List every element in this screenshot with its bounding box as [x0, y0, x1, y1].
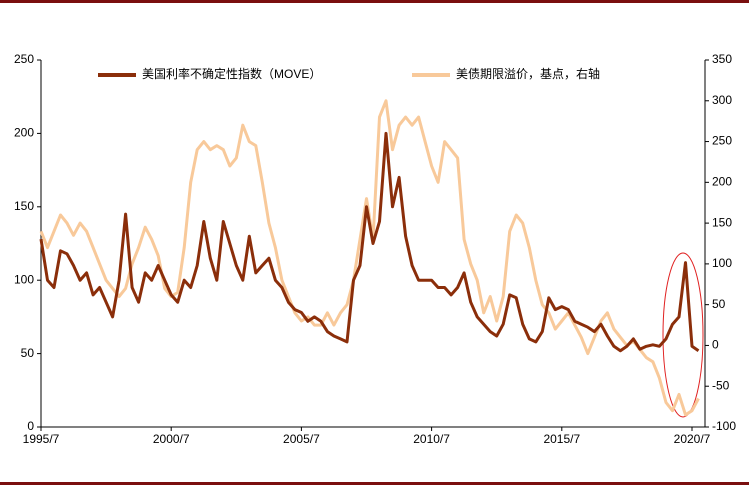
y2-tick-label: 200	[712, 175, 732, 189]
y2-tick-label: -50	[712, 378, 730, 392]
x-tick-label: 2010/7	[413, 432, 450, 446]
highlight-ellipse	[662, 252, 704, 418]
y2-tick-label: 100	[712, 256, 732, 270]
bottom-border	[0, 482, 749, 485]
y2-tick-label: 250	[712, 134, 732, 148]
y2-tick-label: 300	[712, 93, 732, 107]
legend-label: 美国利率不确定性指数（MOVE）	[142, 66, 321, 81]
legend-label: 美债期限溢价，基点，右轴	[456, 66, 600, 81]
x-tick-label: 2000/7	[153, 432, 190, 446]
x-tick-label: 2005/7	[283, 432, 320, 446]
y-tick-label: 200	[14, 126, 34, 140]
y2-tick-label: 0	[712, 338, 719, 352]
x-tick-label: 1995/7	[23, 432, 60, 446]
y-tick-label: 100	[14, 272, 34, 286]
y2-tick-label: 150	[712, 215, 732, 229]
x-tick-label: 2015/7	[543, 432, 580, 446]
y2-tick-label: -100	[712, 419, 736, 433]
series-line	[39, 99, 700, 417]
y-tick-label: 150	[14, 199, 34, 213]
y-tick-label: 250	[14, 52, 34, 66]
y2-tick-label: 50	[712, 297, 726, 311]
y-tick-label: 50	[21, 346, 35, 360]
x-tick-label: 2020/7	[674, 432, 711, 446]
series-line	[39, 131, 700, 353]
top-border	[0, 0, 749, 3]
y2-tick-label: 350	[712, 52, 732, 66]
y-tick-label: 0	[27, 419, 34, 433]
